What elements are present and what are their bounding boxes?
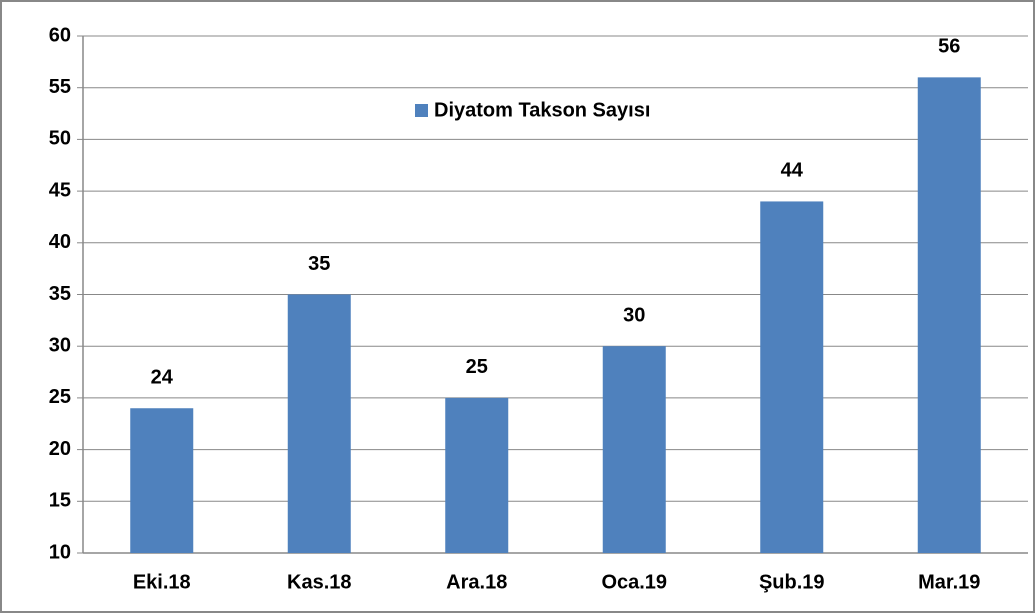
x-tick-label: Kas.18 (287, 571, 352, 593)
data-label: 25 (466, 356, 488, 378)
y-tick-label: 15 (49, 490, 71, 512)
bar (917, 77, 981, 554)
y-tick-label: 60 (49, 24, 71, 46)
bar (602, 346, 666, 553)
y-tick-label: 25 (49, 386, 71, 408)
legend-swatch (415, 104, 428, 117)
bar (287, 294, 351, 553)
bar (445, 397, 509, 553)
y-tick-label: 40 (49, 231, 71, 253)
data-label: 35 (308, 253, 330, 275)
legend-label: Diyatom Takson Sayısı (434, 99, 650, 121)
y-tick-label: 50 (49, 128, 71, 150)
x-tick-label: Eki.18 (133, 571, 191, 593)
y-tick-label: 30 (49, 334, 71, 356)
data-label: 24 (151, 367, 174, 389)
x-tick-label: Oca.19 (601, 571, 667, 593)
y-tick-label: 55 (49, 76, 71, 98)
y-tick-label: 20 (49, 438, 71, 460)
bar (760, 201, 824, 553)
y-tick-label: 45 (49, 179, 71, 201)
x-tick-label: Şub.19 (759, 571, 825, 593)
x-tick-label: Ara.18 (446, 571, 507, 593)
data-label: 30 (623, 304, 645, 326)
y-tick-label: 35 (49, 283, 71, 305)
bar (130, 408, 194, 553)
x-tick-label: Mar.19 (918, 571, 980, 593)
y-tick-label: 10 (49, 541, 71, 563)
data-label: 56 (938, 36, 960, 58)
data-label: 44 (781, 160, 804, 182)
